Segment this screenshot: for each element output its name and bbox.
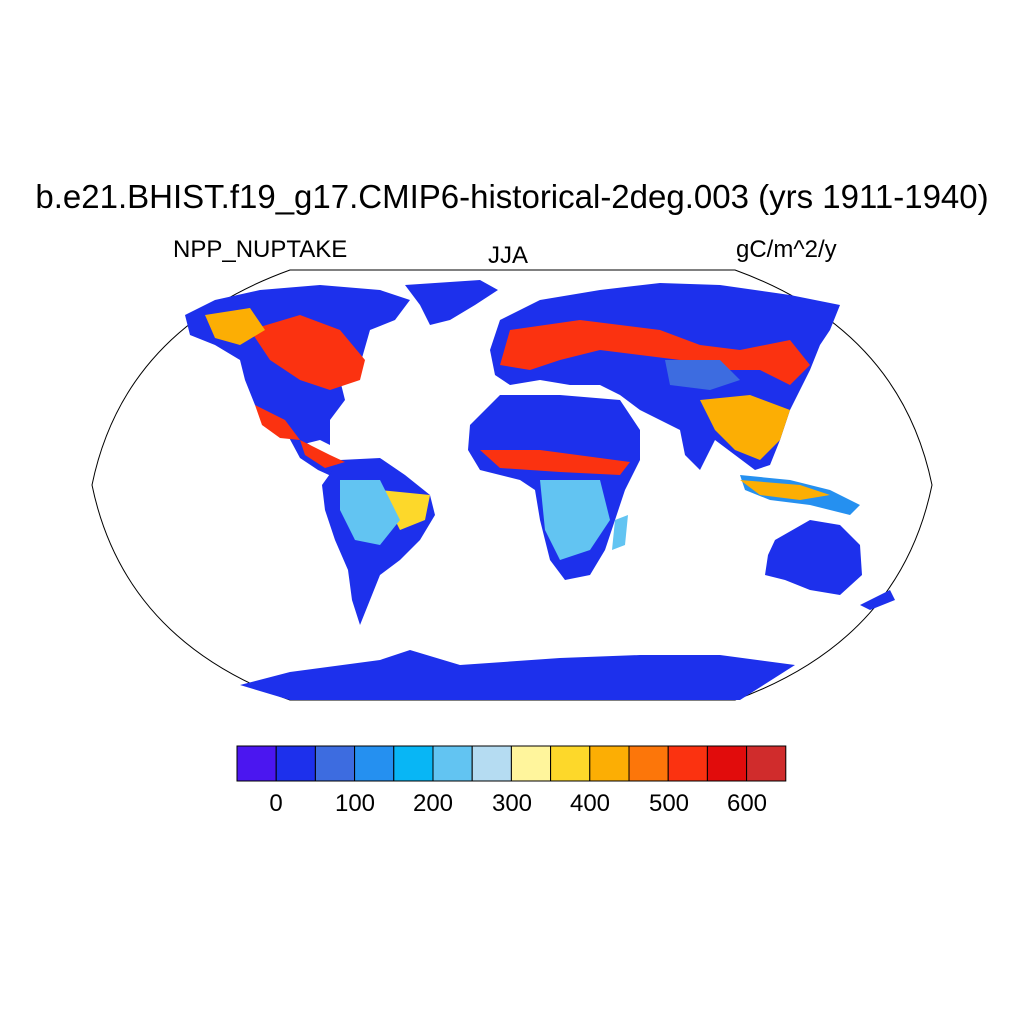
- colorbar-label: 500: [648, 790, 690, 817]
- australia: [765, 520, 862, 595]
- colorbar-box: [589, 745, 630, 782]
- colorbar-box: [236, 745, 277, 782]
- new-zealand: [860, 590, 895, 610]
- colorbar-box: [275, 745, 316, 782]
- madagascar: [612, 515, 628, 550]
- colorbar-label: 600: [726, 790, 768, 817]
- greenland: [405, 280, 498, 325]
- colorbar-box: [354, 745, 395, 782]
- colorbar-label: 400: [569, 790, 611, 817]
- map-title: b.e21.BHIST.f19_g17.CMIP6-historical-2de…: [35, 178, 989, 215]
- colorbar-box: [628, 745, 669, 782]
- colorbar-label: 100: [334, 790, 376, 817]
- colorbar-box: [471, 745, 512, 782]
- colorbar-label: 0: [269, 790, 283, 817]
- units-label: gC/m^2/y: [736, 236, 837, 263]
- colorbar-box: [393, 745, 434, 782]
- colorbar-box: [432, 745, 473, 782]
- colorbar-box: [550, 745, 591, 782]
- antarctica: [240, 650, 795, 700]
- high-uptake-regions: [205, 308, 830, 560]
- variable-label: NPP_NUPTAKE: [173, 236, 348, 263]
- colorbar-label: 300: [491, 790, 533, 817]
- season-label: JJA: [488, 242, 529, 269]
- colorbar-box: [746, 745, 787, 782]
- colorbar-box: [510, 745, 552, 782]
- colorbar-box: [314, 745, 356, 782]
- colorbar-box: [667, 745, 708, 782]
- colorbar-label: 200: [412, 790, 454, 817]
- colorbar-box: [706, 745, 748, 782]
